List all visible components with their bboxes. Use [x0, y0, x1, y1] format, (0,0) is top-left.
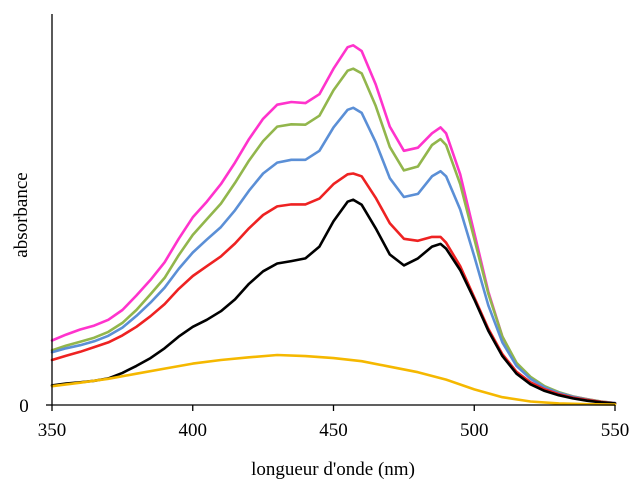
- x-axis-title: longueur d'onde (nm): [251, 459, 415, 480]
- y-tick-label: 0: [19, 396, 29, 417]
- x-tick-label: 350: [38, 420, 67, 441]
- y-axis-title: absorbance: [11, 172, 32, 257]
- series-layer: [50, 44, 617, 406]
- y-axis-ticks: 0: [19, 396, 52, 417]
- series-line-2: [50, 67, 617, 405]
- series-line-5: [50, 198, 617, 405]
- x-tick-label: 450: [319, 420, 348, 441]
- x-tick-label: 400: [179, 420, 208, 441]
- x-axis-ticks: 350 400 450 500 550: [38, 405, 630, 441]
- series-line-6: [50, 353, 617, 406]
- series-line-3: [50, 106, 617, 405]
- x-tick-label: 550: [601, 420, 630, 441]
- x-tick-label: 500: [460, 420, 489, 441]
- series-line-1: [50, 44, 617, 405]
- series-line-4: [50, 172, 617, 405]
